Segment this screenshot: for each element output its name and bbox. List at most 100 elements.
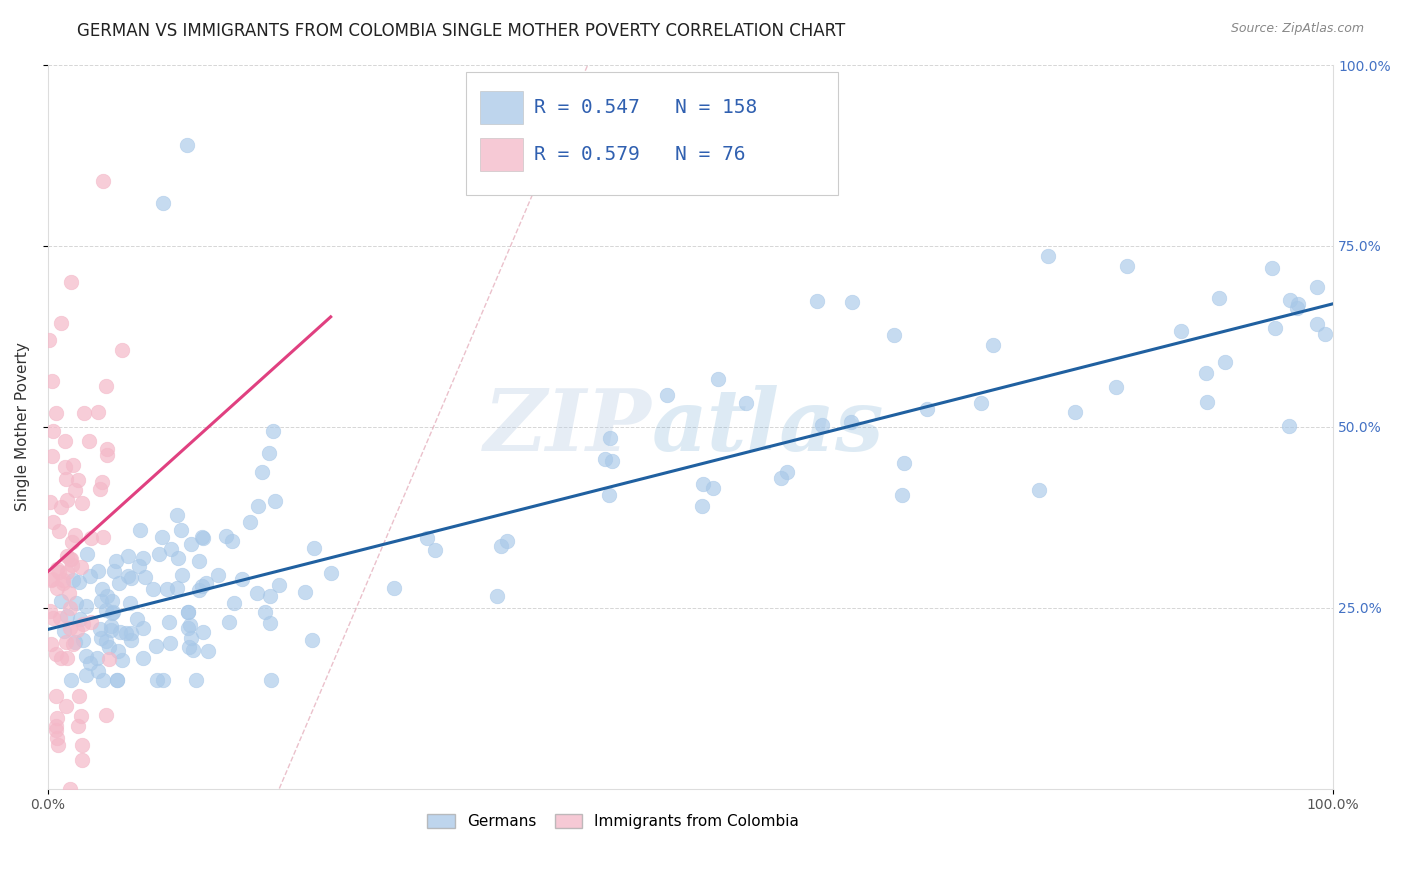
Point xyxy=(65,527,87,541)
Point xyxy=(239,515,262,529)
Point xyxy=(593,451,616,466)
Point xyxy=(48,565,70,579)
Point xyxy=(176,605,198,619)
Point xyxy=(59,601,82,615)
Point xyxy=(197,644,219,658)
Point xyxy=(69,560,91,574)
Point xyxy=(1105,380,1128,394)
Point xyxy=(132,650,155,665)
Point xyxy=(80,531,103,545)
Point xyxy=(177,605,200,619)
Text: R = 0.547   N = 158: R = 0.547 N = 158 xyxy=(534,98,756,117)
Point xyxy=(1195,395,1218,409)
Text: GERMAN VS IMMIGRANTS FROM COLOMBIA SINGLE MOTHER POVERTY CORRELATION CHART: GERMAN VS IMMIGRANTS FROM COLOMBIA SINGL… xyxy=(77,22,845,40)
Point xyxy=(39,495,62,509)
Point xyxy=(49,316,72,330)
Point xyxy=(39,637,62,651)
Point xyxy=(56,565,79,579)
Point xyxy=(152,195,174,210)
Point xyxy=(132,621,155,635)
Point xyxy=(319,566,342,581)
Point xyxy=(491,539,513,553)
Point xyxy=(177,621,200,635)
Point xyxy=(58,621,80,635)
Point xyxy=(91,582,114,596)
Point xyxy=(48,524,70,538)
Point xyxy=(94,603,117,617)
Point xyxy=(117,549,139,563)
Point xyxy=(129,523,152,537)
Point xyxy=(87,564,110,578)
Point xyxy=(91,174,114,188)
Point xyxy=(215,529,238,543)
Point xyxy=(221,534,243,549)
Point xyxy=(41,572,63,586)
Point xyxy=(180,537,202,551)
Point xyxy=(55,635,77,649)
Point xyxy=(776,466,799,480)
Point xyxy=(55,472,77,486)
Point xyxy=(115,625,138,640)
Point xyxy=(170,568,193,582)
Point xyxy=(496,533,519,548)
Point xyxy=(486,589,509,603)
Point xyxy=(132,550,155,565)
Point xyxy=(247,499,270,513)
Point xyxy=(191,531,214,545)
Point xyxy=(70,496,93,510)
Point xyxy=(770,471,793,485)
Point xyxy=(246,585,269,599)
Point xyxy=(257,446,280,460)
Point xyxy=(839,415,862,429)
Point xyxy=(416,531,439,545)
Point xyxy=(191,579,214,593)
Point xyxy=(166,508,188,522)
Point xyxy=(67,689,90,703)
FancyBboxPatch shape xyxy=(465,72,838,195)
Point xyxy=(148,547,170,561)
Point xyxy=(191,624,214,639)
Point xyxy=(96,379,118,393)
Point xyxy=(72,633,94,648)
Point xyxy=(80,615,103,629)
Point xyxy=(59,552,82,566)
FancyBboxPatch shape xyxy=(479,91,523,124)
Point xyxy=(120,596,142,610)
Point xyxy=(188,554,211,568)
Point xyxy=(75,668,97,682)
Point xyxy=(55,699,77,714)
Point xyxy=(120,633,142,648)
Point xyxy=(45,406,67,420)
Point xyxy=(1306,280,1329,294)
Point xyxy=(981,337,1004,351)
Point xyxy=(598,488,620,502)
Text: R = 0.579   N = 76: R = 0.579 N = 76 xyxy=(534,145,745,164)
Point xyxy=(70,753,93,767)
Point xyxy=(101,605,124,619)
Point xyxy=(263,494,285,508)
Point xyxy=(108,624,131,639)
Point xyxy=(52,574,75,588)
Point xyxy=(45,647,67,661)
Point xyxy=(1208,291,1230,305)
Point xyxy=(45,719,67,733)
Point xyxy=(46,711,69,725)
Point xyxy=(134,570,156,584)
Point xyxy=(259,673,281,687)
Point xyxy=(179,618,201,632)
Point xyxy=(60,552,83,566)
Point xyxy=(166,551,188,566)
Point xyxy=(891,487,914,501)
Point xyxy=(259,616,281,631)
Point xyxy=(90,594,112,608)
Point xyxy=(96,589,118,603)
Point xyxy=(77,434,100,448)
Point xyxy=(55,493,77,508)
Point xyxy=(105,673,128,687)
Point xyxy=(120,626,142,640)
Point xyxy=(72,617,94,632)
Point xyxy=(152,673,174,687)
Point xyxy=(1170,324,1192,338)
Point xyxy=(69,612,91,626)
Point xyxy=(1286,301,1309,315)
